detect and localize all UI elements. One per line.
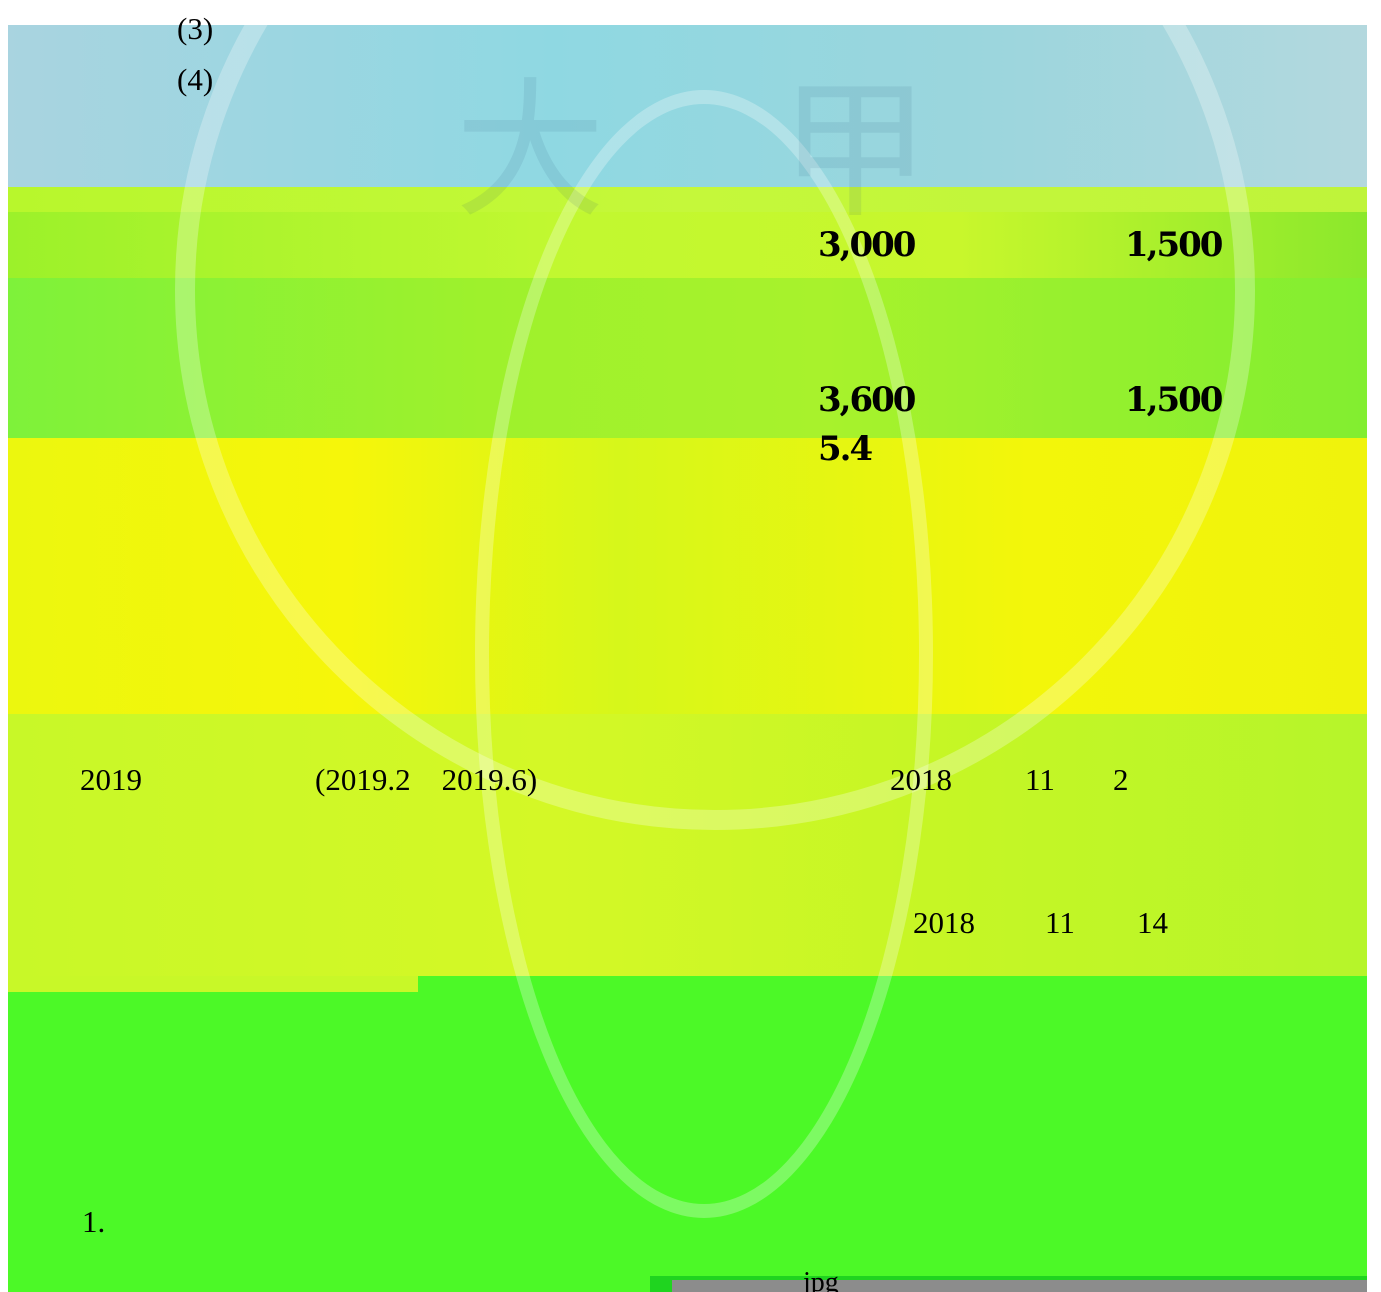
footer-band [8,976,1367,1292]
deadline-1-year: 2018 [890,762,952,797]
attachment-image [650,1276,1367,1292]
fee-row-1-amount-b: 1,500 [1125,225,1223,265]
fee-row-2-amount-b: 1,500 [1125,380,1223,420]
attachment-label: jpg [803,1267,839,1292]
fee-row-2-amount-a: 3,600 [818,380,916,420]
deadline-1-month: 11 [1025,762,1055,797]
attachment-image-corner [650,1276,672,1292]
deadline-2-year: 2018 [913,905,975,940]
fee-row-1-amount-a: 3,000 [818,225,916,265]
deadline-2-month: 11 [1045,905,1075,940]
section-item-1-marker: 1. [82,1204,106,1239]
schedule-period: (2019.2 2019.6) [315,762,538,797]
deadline-1-day: 2 [1113,762,1129,797]
list-item-4-marker: (4) [177,62,214,97]
header-band [8,25,1367,187]
footer-band-notch [8,976,418,992]
fee-row-1-band [8,212,1367,278]
fee-row-2-band [8,278,1367,438]
schedule-band [8,714,1367,976]
middle-band [8,438,1367,714]
deadline-2-day: 14 [1137,905,1168,940]
schedule-year: 2019 [80,762,142,797]
table-header-strip [8,187,1367,212]
list-item-3-marker: (3) [177,11,214,46]
fee-row-2-note: 5.4 [818,429,873,469]
